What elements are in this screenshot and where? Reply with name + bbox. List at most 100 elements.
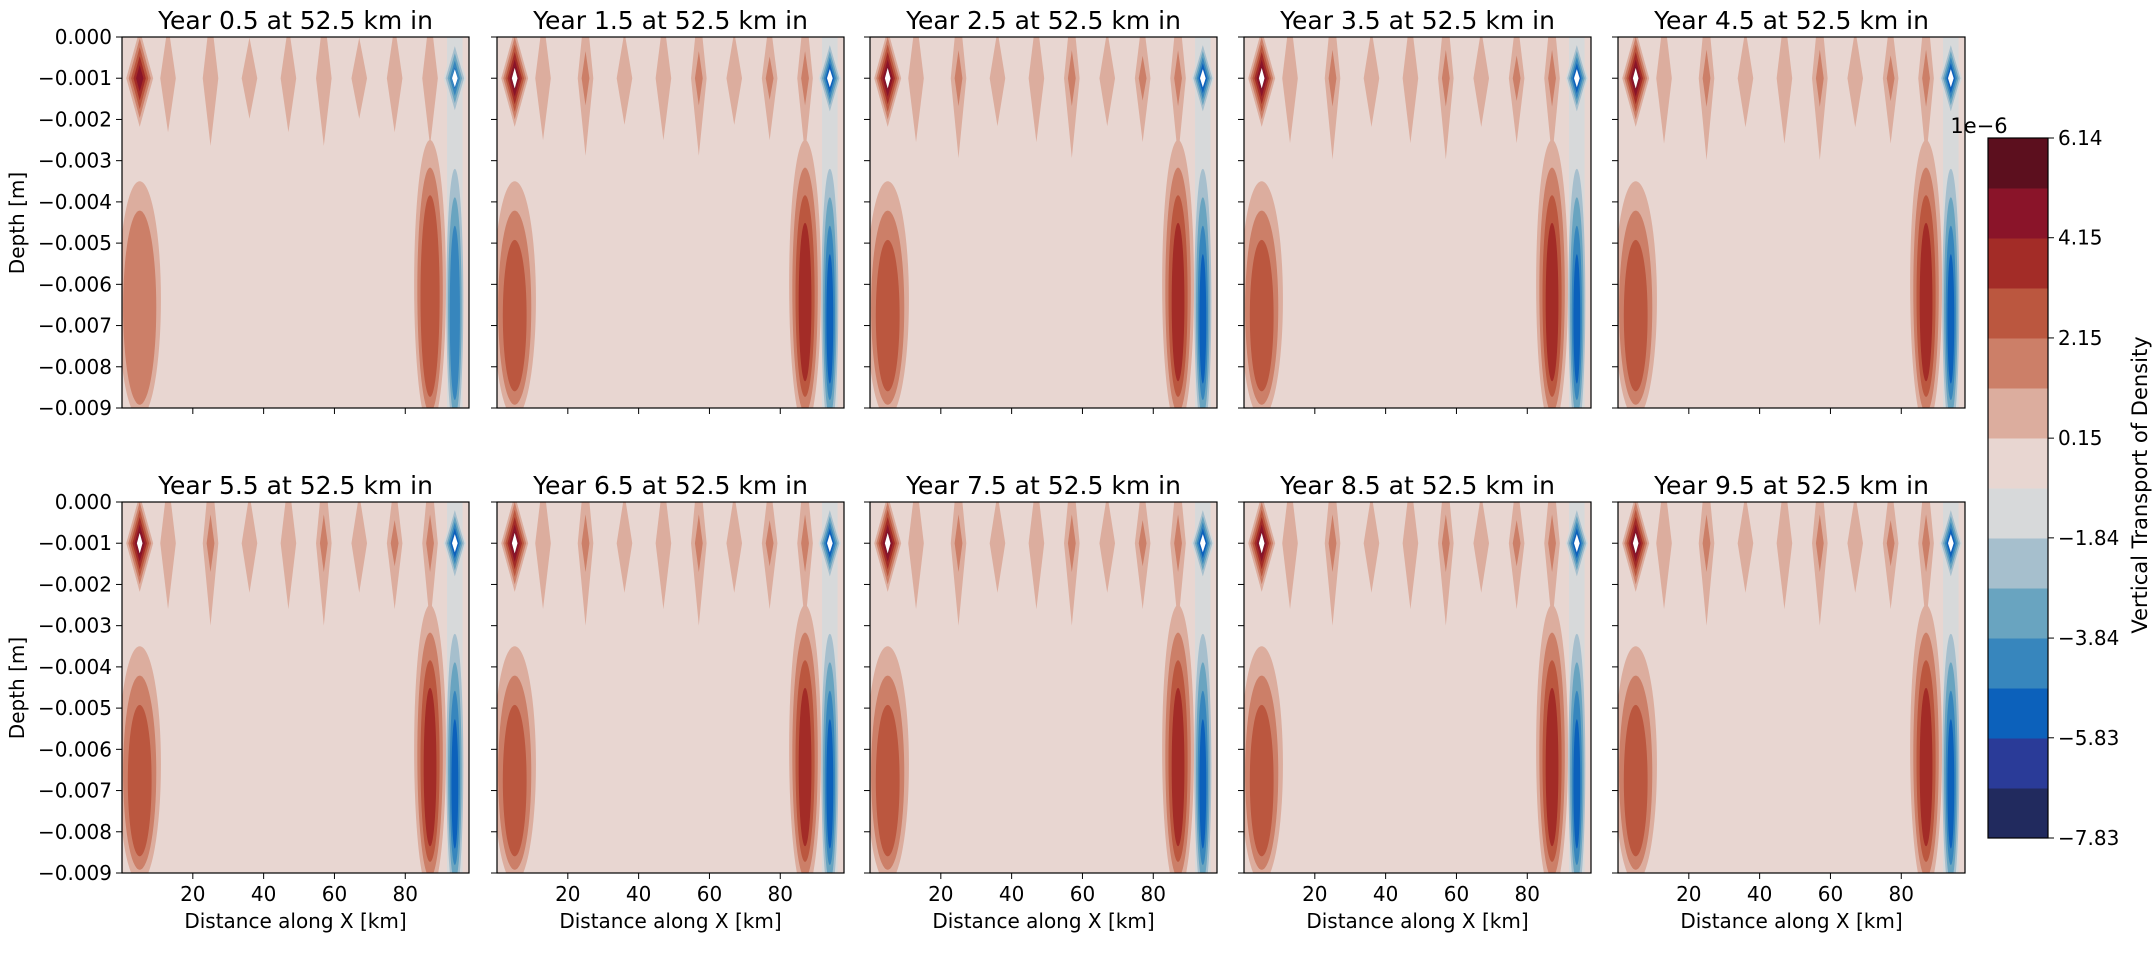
positive-core-peak bbox=[136, 532, 143, 554]
top-lobe-contour bbox=[1441, 514, 1450, 573]
colorbar: Vertical Transport of Density 1e−6 6.14 4… bbox=[1950, 114, 2152, 850]
y-tick-label: −0.001 bbox=[38, 66, 112, 90]
x-tick-label: 60 bbox=[1818, 882, 1843, 906]
top-lobe-contour bbox=[801, 51, 809, 106]
negative-column-contour bbox=[1947, 719, 1955, 849]
panel-title: Year 9.5 at 52.5 km in bbox=[1653, 471, 1929, 500]
contour-field bbox=[1244, 37, 1591, 408]
x-tick-label: 20 bbox=[555, 882, 580, 906]
y-tick-label: −0.002 bbox=[38, 572, 112, 596]
colorbar-frame bbox=[1987, 137, 2049, 839]
top-lobe-contour bbox=[319, 514, 328, 573]
colorbar-segment bbox=[1988, 788, 2048, 839]
x-tick-label: 40 bbox=[251, 882, 276, 906]
panel: Year 3.5 at 52.5 km in bbox=[1238, 6, 1592, 414]
top-lobe-contour bbox=[1815, 49, 1824, 107]
panel-title: Year 0.5 at 52.5 km in bbox=[157, 6, 433, 35]
y-tick-label: 0.000 bbox=[55, 490, 112, 514]
top-lobe-contour bbox=[202, 37, 219, 146]
top-lobe-contour bbox=[241, 502, 258, 593]
top-lobe-contour bbox=[535, 502, 551, 610]
negative-column-contour bbox=[1573, 719, 1581, 849]
panel-title: Year 5.5 at 52.5 km in bbox=[157, 471, 433, 500]
positive-core-contour bbox=[136, 64, 144, 92]
x-tick-label: 40 bbox=[1747, 882, 1772, 906]
positive-column-contour bbox=[502, 704, 527, 857]
top-lobe-contour bbox=[655, 37, 672, 141]
top-lobe-contour bbox=[1028, 502, 1045, 610]
x-tick-label: 20 bbox=[180, 882, 205, 906]
colorbar-scale-label: 1e−6 bbox=[1950, 114, 2007, 138]
top-lobe-contour bbox=[1138, 55, 1147, 101]
panels-group: Year 0.5 at 52.5 km in 0.000 −0.001 −0.002 −… bbox=[38, 6, 1966, 933]
negative-column-contour bbox=[826, 254, 834, 384]
x-tick-label: 60 bbox=[1444, 882, 1469, 906]
positive-core-peak bbox=[1632, 67, 1639, 89]
y-tick-label: −0.005 bbox=[38, 696, 112, 720]
negative-column-contour bbox=[1573, 254, 1581, 384]
field-background bbox=[870, 37, 1217, 408]
positive-core-peak bbox=[884, 67, 891, 89]
colorbar-tick-label: −7.83 bbox=[2058, 826, 2119, 850]
x-axis-label: Distance along X [km] bbox=[559, 909, 781, 933]
panel: Year 2.5 at 52.5 km in bbox=[864, 6, 1218, 414]
contour-field bbox=[122, 37, 469, 408]
negative-core-peak bbox=[1948, 69, 1954, 88]
top-lobe-contour bbox=[386, 37, 403, 133]
positive-column-contour bbox=[1249, 239, 1274, 392]
x-tick-label: 20 bbox=[1302, 882, 1327, 906]
panel-frame bbox=[1243, 501, 1592, 874]
positive-core-peak bbox=[511, 67, 518, 89]
top-lobe-contour bbox=[1922, 514, 1930, 573]
top-lobe-contour bbox=[989, 37, 1006, 127]
y-tick-label: −0.009 bbox=[38, 396, 112, 420]
field-background bbox=[1244, 37, 1591, 408]
y-tick-label: −0.004 bbox=[38, 190, 112, 214]
top-lobe-contour bbox=[1702, 514, 1711, 573]
colorbar-segment bbox=[1988, 288, 2048, 339]
x-tick-label: 60 bbox=[1070, 882, 1095, 906]
positive-column-contour bbox=[798, 222, 812, 382]
top-lobe-contour bbox=[1737, 37, 1754, 128]
y-axis-labels: Depth [m] Depth [m] bbox=[5, 172, 29, 739]
panel-frame bbox=[1243, 36, 1592, 409]
top-lobe-contour bbox=[694, 51, 703, 106]
panel-frame bbox=[869, 501, 1218, 874]
contour-field bbox=[497, 37, 844, 408]
x-tick-label: 40 bbox=[1373, 882, 1398, 906]
field-background bbox=[1244, 502, 1591, 873]
top-lobe-contour bbox=[1363, 502, 1380, 593]
colorbar-tick-label: 6.14 bbox=[2058, 126, 2103, 150]
negative-core-peak bbox=[827, 534, 833, 553]
contour-field bbox=[497, 502, 844, 873]
colorbar-segment bbox=[1988, 388, 2048, 439]
top-lobe-contour bbox=[765, 520, 774, 567]
y-tick-label: −0.007 bbox=[38, 779, 112, 803]
colorbar-segment bbox=[1988, 638, 2048, 689]
negative-core-peak bbox=[827, 69, 833, 88]
colorbar-tick-label: 0.15 bbox=[2058, 426, 2103, 450]
positive-column-contour bbox=[123, 210, 157, 405]
positive-column-contour bbox=[1919, 687, 1933, 847]
contour-field bbox=[1618, 502, 1965, 873]
top-lobe-contour bbox=[1886, 55, 1895, 102]
positive-column-contour bbox=[423, 687, 437, 847]
top-lobe-contour bbox=[989, 502, 1006, 593]
top-lobe-contour bbox=[316, 37, 332, 146]
top-lobe-contour bbox=[241, 37, 258, 119]
top-lobe-contour bbox=[280, 502, 297, 610]
negative-column-contour bbox=[1199, 719, 1207, 849]
y-tick-label: −0.001 bbox=[38, 531, 112, 555]
field-background bbox=[1618, 502, 1965, 873]
top-lobe-contour bbox=[726, 37, 743, 125]
y-tick-label: −0.009 bbox=[38, 861, 112, 885]
top-lobe-contour bbox=[1282, 37, 1298, 144]
panel: Year 6.5 at 52.5 km in 20 40 60 80 Distance a… bbox=[491, 471, 845, 933]
top-lobe-contour bbox=[160, 502, 176, 610]
y-tick-label: −0.003 bbox=[38, 149, 112, 173]
field-background bbox=[870, 502, 1217, 873]
y-tick-label: −0.004 bbox=[38, 655, 112, 679]
y-tick-label: −0.008 bbox=[38, 820, 112, 844]
positive-column-contour bbox=[798, 687, 812, 847]
